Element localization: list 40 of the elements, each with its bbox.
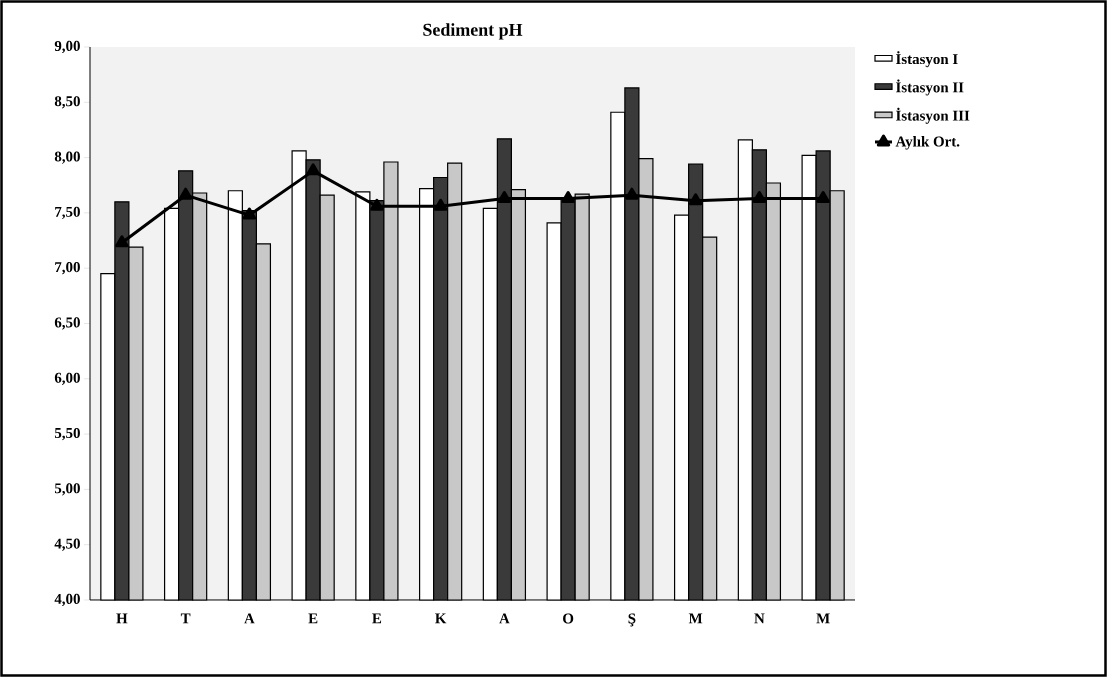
point xyxy=(178,187,193,200)
y-tick-label: 8,00 xyxy=(54,151,80,164)
point xyxy=(306,163,320,176)
y-tick-label: 6,00 xyxy=(54,372,80,385)
x-tick-label: H xyxy=(116,613,128,624)
point xyxy=(370,198,384,211)
x-tick-label: N xyxy=(754,613,765,624)
y-tick-label: 5,50 xyxy=(54,427,80,441)
point xyxy=(752,191,767,204)
legend-label: Aylık Ort. xyxy=(895,136,960,150)
y-tick-label: 8,50 xyxy=(54,96,80,109)
y-tick-label: 7,50 xyxy=(55,206,80,220)
legend-label: İstasyon I xyxy=(896,51,958,68)
point xyxy=(688,193,703,206)
point xyxy=(433,198,448,211)
legend-label: İstasyon III xyxy=(896,107,970,124)
point xyxy=(115,235,129,248)
x-tick-label: Ş xyxy=(628,613,636,627)
point xyxy=(242,207,257,220)
x-tick-label: M xyxy=(816,613,830,624)
point xyxy=(561,191,575,204)
x-tick-label: E xyxy=(308,613,318,624)
y-tick-label: 4,50 xyxy=(54,538,80,551)
point xyxy=(816,191,830,204)
x-tick-label: A xyxy=(499,613,510,624)
legend-label: İstasyon II xyxy=(896,79,964,96)
y-tick-label: 6,50 xyxy=(54,317,80,330)
x-tick-label: A xyxy=(244,613,255,624)
y-tick-label: 4,00 xyxy=(54,593,80,607)
chart-title: Sediment pH xyxy=(423,23,523,40)
x-tick-label: M xyxy=(688,613,703,624)
y-tick-label: 5,00 xyxy=(54,483,80,496)
x-tick-label: T xyxy=(180,613,191,624)
point xyxy=(497,191,512,204)
x-tick-label: O xyxy=(563,613,574,624)
x-tick-label: E xyxy=(372,613,382,624)
y-tick-label: 7,00 xyxy=(55,262,80,275)
point xyxy=(625,187,639,200)
y-tick-label: 9,00 xyxy=(54,40,80,54)
x-tick-label: K xyxy=(435,613,447,624)
